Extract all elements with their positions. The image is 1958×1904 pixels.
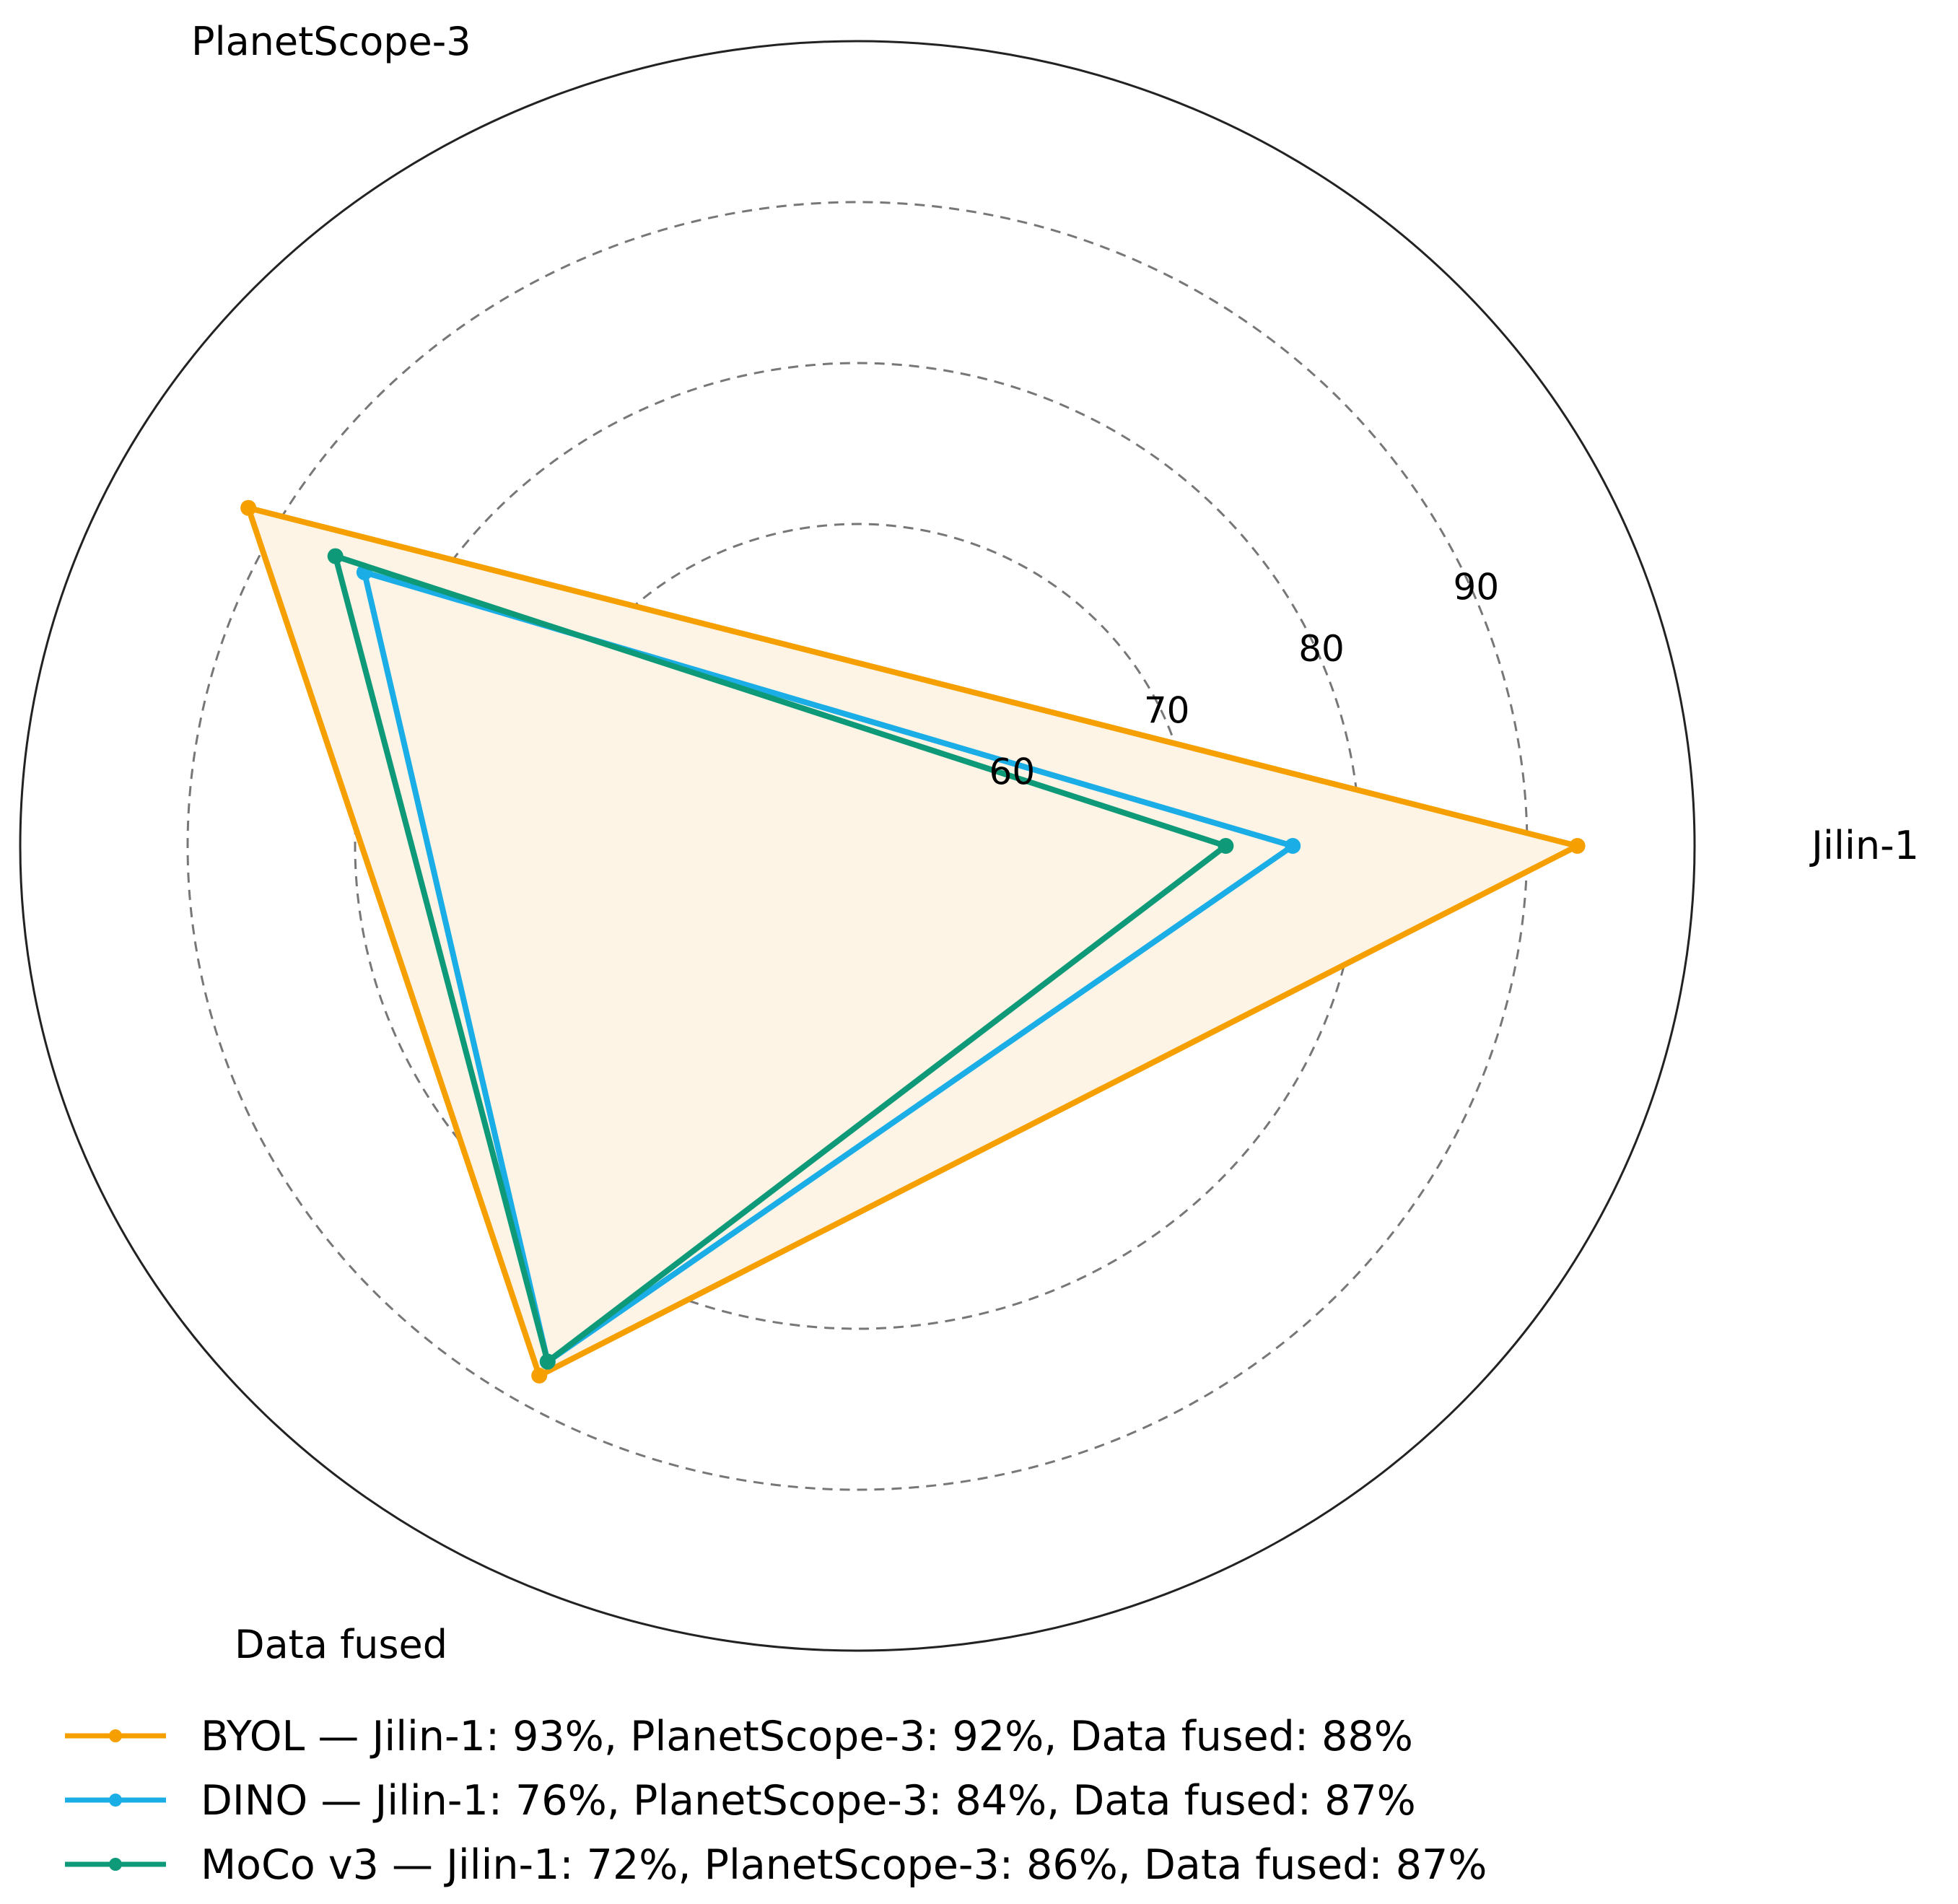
radial-tick-label: 70 bbox=[1144, 689, 1190, 731]
legend-item-byol: BYOL — Jilin-1: 93%, PlanetScope-3: 92%,… bbox=[65, 1713, 1413, 1760]
series-layer bbox=[240, 499, 1586, 1384]
outer-frame bbox=[19, 40, 1696, 1652]
legend-label-byol: BYOL — Jilin-1: 93%, PlanetScope-3: 92%,… bbox=[201, 1713, 1413, 1760]
series-point-byol bbox=[240, 499, 257, 516]
series-point-dino bbox=[1285, 838, 1301, 854]
legend-marker-moco-v3 bbox=[109, 1858, 122, 1871]
legend-item-dino: DINO — Jilin-1: 76%, PlanetScope-3: 84%,… bbox=[65, 1777, 1416, 1825]
legend-item-moco-v3: MoCo v3 — Jilin-1: 72%, PlanetScope-3: 8… bbox=[65, 1841, 1487, 1889]
series-point-byol bbox=[531, 1367, 548, 1384]
axis-label-planetscope-3: PlanetScope-3 bbox=[191, 19, 471, 64]
series-point-byol bbox=[1569, 838, 1586, 854]
series-line-moco-v3 bbox=[332, 553, 1229, 1365]
series-line-dino bbox=[361, 569, 1296, 1365]
radial-tick-label: 90 bbox=[1454, 567, 1500, 608]
series-line-byol bbox=[245, 505, 1581, 1379]
series-fill-byol bbox=[248, 507, 1578, 1376]
axis-label-jilin-1: Jilin-1 bbox=[1809, 823, 1919, 868]
axis-label-data-fused: Data fused bbox=[235, 1622, 447, 1667]
legend-label-dino: DINO — Jilin-1: 76%, PlanetScope-3: 84%,… bbox=[201, 1777, 1416, 1825]
legend: BYOL — Jilin-1: 93%, PlanetScope-3: 92%,… bbox=[65, 1713, 1487, 1889]
series-point-moco-v3 bbox=[539, 1353, 556, 1370]
legend-marker-dino bbox=[109, 1794, 122, 1807]
legend-label-moco-v3: MoCo v3 — Jilin-1: 72%, PlanetScope-3: 8… bbox=[201, 1841, 1487, 1889]
series-point-moco-v3 bbox=[327, 548, 344, 564]
radial-tick-label: 60 bbox=[989, 751, 1036, 793]
legend-marker-byol bbox=[109, 1729, 122, 1742]
label-layer: Jilin-1 PlanetScope-3 Data fused 60 70 8… bbox=[191, 19, 1919, 1667]
radial-tick-label: 80 bbox=[1298, 628, 1345, 670]
series-point-moco-v3 bbox=[1218, 838, 1234, 854]
